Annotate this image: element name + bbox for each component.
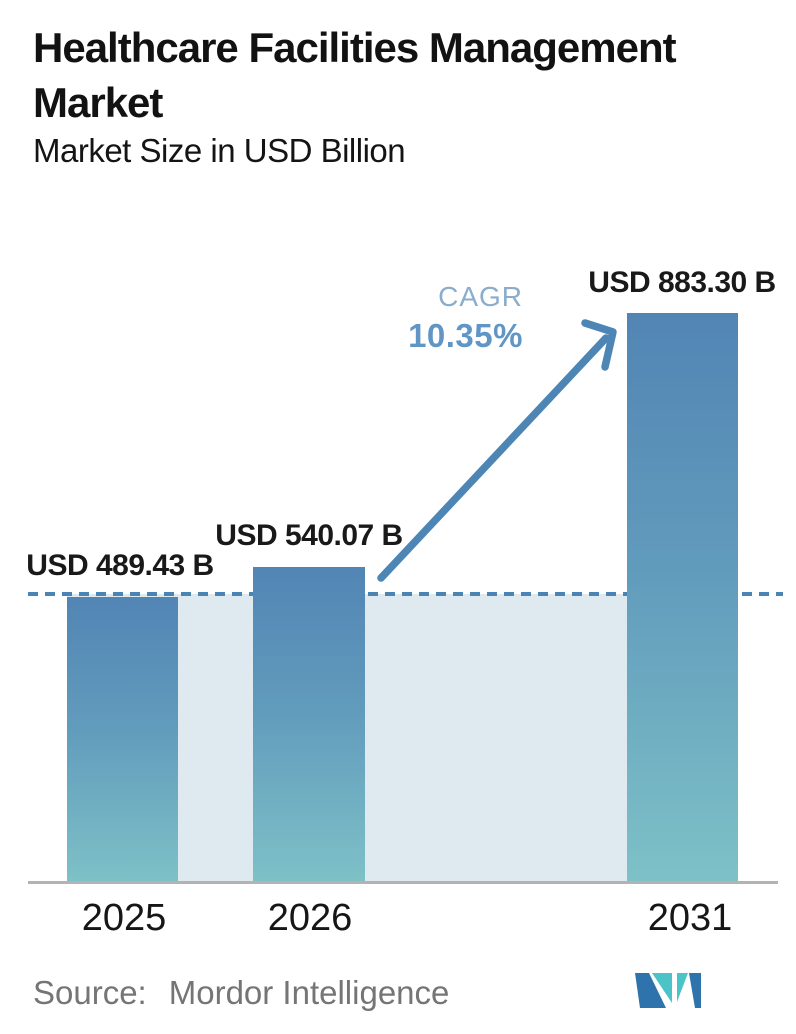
x-axis-baseline bbox=[28, 881, 778, 884]
mordor-intelligence-logo-icon bbox=[635, 973, 701, 1008]
bar-2025 bbox=[67, 597, 178, 883]
cagr-label: CAGR bbox=[438, 281, 523, 312]
growth-arrow-icon bbox=[377, 319, 617, 582]
bar-2031 bbox=[627, 313, 738, 883]
shaded-area-fill bbox=[67, 594, 738, 883]
chart-subtitle: Market Size in USD Billion bbox=[33, 132, 406, 169]
x-axis-label-2025: 2025 bbox=[81, 897, 167, 939]
value-label-2026: USD 540.07 B bbox=[215, 519, 403, 552]
page-title-line-1: Healthcare Facilities Management bbox=[33, 24, 677, 71]
cagr-value: 10.35% bbox=[408, 317, 523, 354]
dashed-reference-line bbox=[28, 592, 783, 596]
source-attribution: Source: Mordor Intelligence bbox=[33, 974, 449, 1012]
x-axis-label-2026: 2026 bbox=[267, 897, 353, 939]
source-name: Mordor Intelligence bbox=[168, 974, 450, 1011]
cagr-annotation: CAGR 10.35% bbox=[408, 281, 523, 355]
page-title-line-2: Market bbox=[33, 79, 163, 126]
source-label: Source: bbox=[33, 974, 147, 1011]
bar-2026 bbox=[253, 567, 365, 883]
value-label-2031: USD 883.30 B bbox=[588, 266, 776, 299]
x-axis-label-2031: 2031 bbox=[647, 897, 733, 939]
value-label-2025: USD 489.43 B bbox=[26, 549, 214, 582]
page-title: Healthcare Facilities Management Market bbox=[33, 20, 753, 130]
